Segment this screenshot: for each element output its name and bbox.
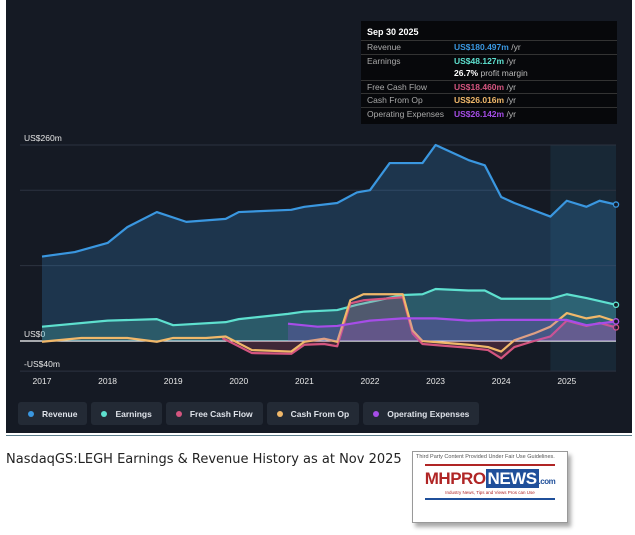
logo-news: NEWS <box>485 469 539 488</box>
tooltip-value: US$180.497m /yr <box>454 42 521 52</box>
tooltip-label: Operating Expenses <box>367 108 445 119</box>
operating-expenses-line <box>287 317 617 328</box>
tooltip-value: US$26.142m /yr <box>454 108 516 119</box>
operating-expenses-area <box>288 318 616 341</box>
legend-item-revenue[interactable]: Revenue <box>18 402 88 425</box>
revenue-area <box>42 144 616 341</box>
operating-expenses-end-marker <box>612 318 620 325</box>
legend-item-earnings[interactable]: Earnings <box>91 402 162 425</box>
y-tick-label: US$0 <box>24 329 46 339</box>
logo-com: .com <box>538 477 556 486</box>
tooltip-value: 26.7% profit margin <box>454 68 528 78</box>
logo-mh: MHPRO <box>424 469 486 488</box>
tooltip-value: US$18.460m /yr <box>454 81 516 92</box>
y-tick-label: US$260m <box>24 133 62 143</box>
legend-dot-icon <box>28 410 34 417</box>
tooltip-date: Sep 30 2025 <box>367 27 419 37</box>
x-tick-label: 2023 <box>426 376 445 386</box>
tooltip-row: Earnings US$48.127m /yr <box>361 53 617 68</box>
legend-dot-icon <box>175 410 182 417</box>
legend-item-operating-expenses[interactable]: Operating Expenses <box>363 402 480 425</box>
legend-label: Earnings <box>115 408 152 419</box>
x-tick-label: 2021 <box>295 376 314 386</box>
legend-label: Revenue <box>42 408 78 419</box>
free-cash-flow-line <box>221 296 617 360</box>
legend-item-cash-from-op[interactable]: Cash From Op <box>266 402 360 425</box>
x-tick-label: 2019 <box>164 376 183 386</box>
cash-from-op-line <box>41 293 617 353</box>
legend-dot-icon <box>101 410 108 417</box>
tooltip-row: Operating Expenses US$26.142m /yr <box>361 106 617 121</box>
revenue-end-marker <box>612 201 620 208</box>
x-tick-label: 2017 <box>33 376 52 386</box>
legend-label: Operating Expenses <box>387 408 470 419</box>
revenue-line <box>41 143 617 258</box>
forecast-shade <box>550 144 616 372</box>
x-tick-label: 2022 <box>361 376 380 386</box>
tooltip-label: Free Cash Flow <box>367 81 427 92</box>
legend-label: Free Cash Flow <box>189 408 253 419</box>
tooltip-value: US$26.016m /yr <box>454 95 516 105</box>
y-tick-label: -US$40m <box>24 359 60 369</box>
tooltip-label: Revenue <box>367 42 402 52</box>
x-tick-label: 2025 <box>557 376 576 386</box>
tooltip-row: Free Cash Flow US$18.460m /yr <box>361 79 617 94</box>
legend-label: Cash From Op <box>290 408 350 419</box>
logo-bar-blue <box>425 498 555 500</box>
tooltip-label: Earnings <box>367 55 401 66</box>
fair-use-note: Third Party Content Provided Under Fair … <box>416 454 555 460</box>
earnings-end-marker <box>612 301 620 309</box>
x-tick-label: 2024 <box>492 376 511 386</box>
logo-bar-red <box>425 464 555 466</box>
tooltip-row: 26.7% profit margin <box>361 67 617 80</box>
x-tick-label: 2020 <box>229 376 248 386</box>
chart-tooltip: Sep 30 2025 Revenue US$180.497m /yr Earnin… <box>361 21 617 124</box>
divider <box>6 435 632 436</box>
tooltip-row: Revenue US$180.497m /yr <box>361 40 617 54</box>
legend-dot-icon <box>373 410 380 417</box>
legend-dot-icon <box>276 410 283 417</box>
tooltip-label: Cash From Op <box>367 95 423 105</box>
legend-item-free-cash-flow[interactable]: Free Cash Flow <box>165 402 263 425</box>
free-cash-flow-end-marker <box>612 324 620 331</box>
tooltip-value: US$48.127m /yr <box>454 55 516 66</box>
logo-tagline: Industry News, Tips and Views Pros can U… <box>445 490 535 495</box>
tooltip-row: Cash From Op US$26.016m /yr <box>361 93 617 107</box>
x-tick-label: 2018 <box>98 376 117 386</box>
chart-legend: Revenue Earnings Free Cash Flow Cash From O… <box>18 402 480 425</box>
logo-wordmark: MHPRO NEWS .com <box>413 469 567 489</box>
earnings-revenue-chart: US$260m US$0 -US$40m 2017 2018 2019 2020 2021 20… <box>20 133 620 386</box>
caption: NasdaqGS:LEGH Earnings & Revenue History… <box>6 452 402 467</box>
tooltip-label <box>367 67 454 80</box>
earnings-area <box>42 288 616 341</box>
mhpronews-logo: Third Party Content Provided Under Fair … <box>412 451 568 523</box>
